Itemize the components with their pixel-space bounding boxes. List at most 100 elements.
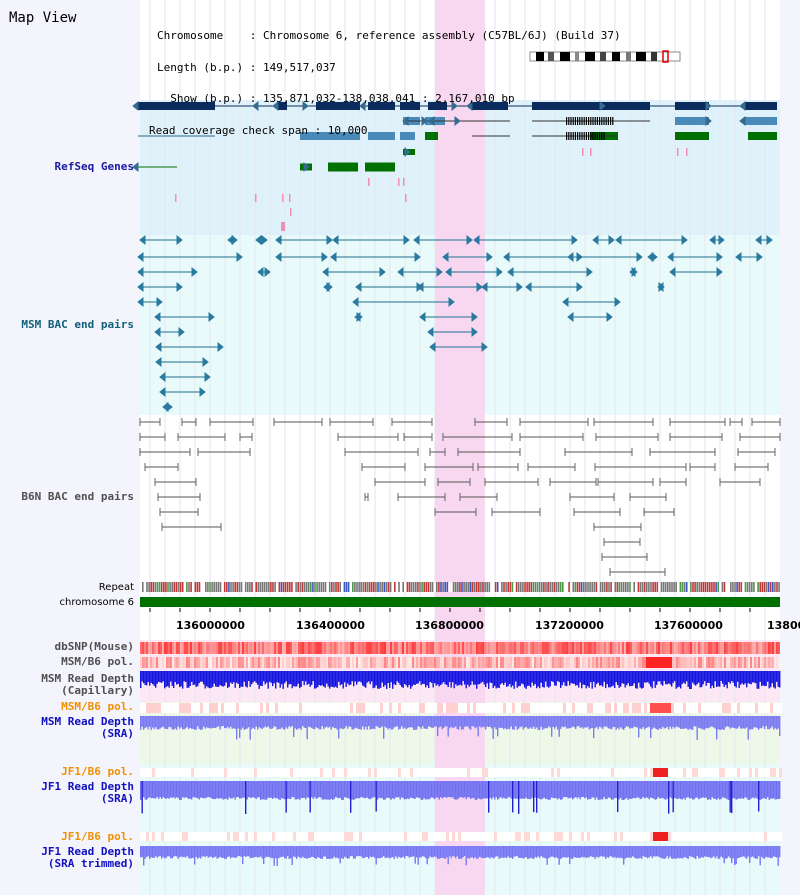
jf1-sra-depth-bar: [381, 781, 383, 799]
jf1-sra-depth-bar: [579, 781, 581, 800]
jf1-pol-cell: [191, 768, 194, 777]
jf1-trim-depth-bar: [372, 846, 374, 857]
jf1-trim-depth-bar: [353, 846, 355, 859]
jf1-sra-depth-bar: [372, 781, 374, 798]
dbsnp-density-cell: [444, 642, 446, 654]
jf1-pol-cell: [452, 768, 455, 777]
jf1-sra-depth-bar: [240, 781, 242, 799]
msm-capillary-depth-bar: [378, 671, 380, 689]
repeat-element: [377, 582, 379, 592]
msm-pol-cell: [762, 657, 764, 668]
jf1-trim-depth-bar: [365, 846, 367, 858]
dbsnp-density-cell: [162, 642, 164, 654]
jf1-trim-depth-bar: [512, 846, 514, 859]
msm-pol-cell: [150, 657, 152, 668]
jf1-sra-depth-bar: [150, 781, 152, 799]
jf1-trim-depth-bar: [326, 846, 328, 859]
msm-pol2-cell: [623, 703, 626, 713]
msm-pol2-cell: [431, 703, 434, 713]
msm-sra-depth-bar: [645, 716, 647, 729]
msm-bac-end: [231, 234, 238, 246]
jf1-pol2-cell: [542, 832, 545, 841]
jf1-sra-depth-bar: [666, 781, 668, 799]
repeat-element: [249, 582, 251, 592]
jf1-trim-depth-bar: [615, 846, 617, 859]
jf1-trim-depth-bar: [510, 846, 512, 858]
msm-capillary-depth-bar: [492, 671, 494, 689]
msm-pol-cell: [652, 657, 654, 668]
msm-pol-cell: [196, 657, 198, 668]
msm-bac-end: [322, 266, 329, 278]
jf1-sra-depth-bar: [572, 781, 574, 800]
jf1-sra-depth-bar: [299, 781, 301, 800]
msm-pol2-cell: [674, 703, 677, 713]
msm-sra-depth-bar: [737, 716, 739, 729]
msm-pol2-cell: [608, 703, 611, 713]
repeat-element: [295, 582, 297, 592]
jf1-trim-depth-bar: [188, 846, 190, 859]
jf1-pol-cell: [347, 768, 350, 777]
msm-bac-end: [429, 341, 436, 353]
msm-pol-cell: [532, 657, 534, 668]
jf1-trim-depth-bar: [408, 846, 410, 858]
track-label-refseq[interactable]: RefSeq Genes: [54, 160, 134, 173]
jf1-trim-depth-bar: [633, 846, 635, 858]
msm-pol2-cell: [185, 703, 188, 713]
jf1-pol-cell: [671, 768, 674, 777]
jf1-sra-depth-bar: [167, 781, 169, 798]
jf1-pol2-cell: [281, 832, 284, 841]
msm-capillary-depth-bar: [141, 671, 143, 682]
msm-sra-depth-bar: [408, 716, 410, 728]
msm-capillary-depth-bar: [626, 671, 628, 686]
jf1-trim-depth-bar: [386, 846, 388, 858]
jf1-trim-depth-bar: [291, 846, 293, 866]
track-label-b6n-bac[interactable]: B6N BAC end pairs: [21, 490, 134, 503]
msm-bac-end: [709, 234, 716, 246]
msm-sra-depth-bar: [552, 716, 554, 727]
dbsnp-density-cell: [494, 642, 496, 654]
msm-pol-cell: [682, 657, 684, 668]
jf1-pol-cell: [761, 768, 764, 777]
refseq-exon-tick: [590, 132, 592, 140]
dbsnp-density-cell: [350, 642, 352, 654]
dbsnp-density-cell: [614, 642, 616, 654]
jf1-sra-depth-bar: [464, 781, 466, 798]
jf1-trim-depth-bar: [480, 846, 482, 858]
jf1-trim-depth-bar: [447, 846, 449, 865]
jf1-sra-depth-bar: [285, 781, 287, 813]
repeat-element: [144, 582, 146, 592]
msm-capillary-depth-bar: [617, 671, 619, 685]
msm-capillary-depth-bar: [713, 671, 715, 689]
msm-sra-depth-bar: [209, 716, 211, 729]
repeat-element: [314, 582, 316, 592]
msm-sra-depth-bar: [578, 716, 580, 727]
chromosome-ideogram[interactable]: [530, 51, 680, 62]
repeat-element: [318, 582, 320, 592]
msm-pol-cell: [618, 657, 620, 668]
msm-sra-depth-bar: [641, 716, 643, 730]
jf1-pol2-cell: [197, 832, 200, 841]
msm-capillary-depth-bar: [392, 671, 394, 689]
msm-capillary-depth-bar: [459, 671, 461, 685]
msm-pol2-cell: [725, 703, 728, 713]
dbsnp-density-cell: [758, 642, 760, 654]
msm-pol2-cell: [401, 703, 404, 713]
jf1-trim-depth-bar: [282, 846, 284, 857]
msm-pol2-cell: [233, 703, 236, 713]
jf1-sra-depth-bar: [699, 781, 701, 799]
jf1-pol-cell: [764, 768, 767, 777]
jf1-pol2-cell: [548, 832, 551, 841]
repeat-element: [746, 582, 749, 592]
dbsnp-density-cell: [530, 642, 532, 654]
jf1-sra-depth-bar: [683, 781, 685, 799]
msm-capillary-depth-bar: [746, 671, 748, 688]
msm-capillary-depth-bar: [204, 671, 206, 689]
jf1-pol2-cell: [311, 832, 314, 841]
msm-sra-depth-bar: [393, 716, 395, 728]
msm-sra-depth-bar: [176, 716, 178, 730]
jf1-sra-depth-bar: [314, 781, 316, 798]
msm-pol-cell: [522, 657, 524, 668]
track-label-msm-bac[interactable]: MSM BAC end pairs: [21, 318, 134, 331]
msm-pol-cell: [760, 657, 762, 668]
